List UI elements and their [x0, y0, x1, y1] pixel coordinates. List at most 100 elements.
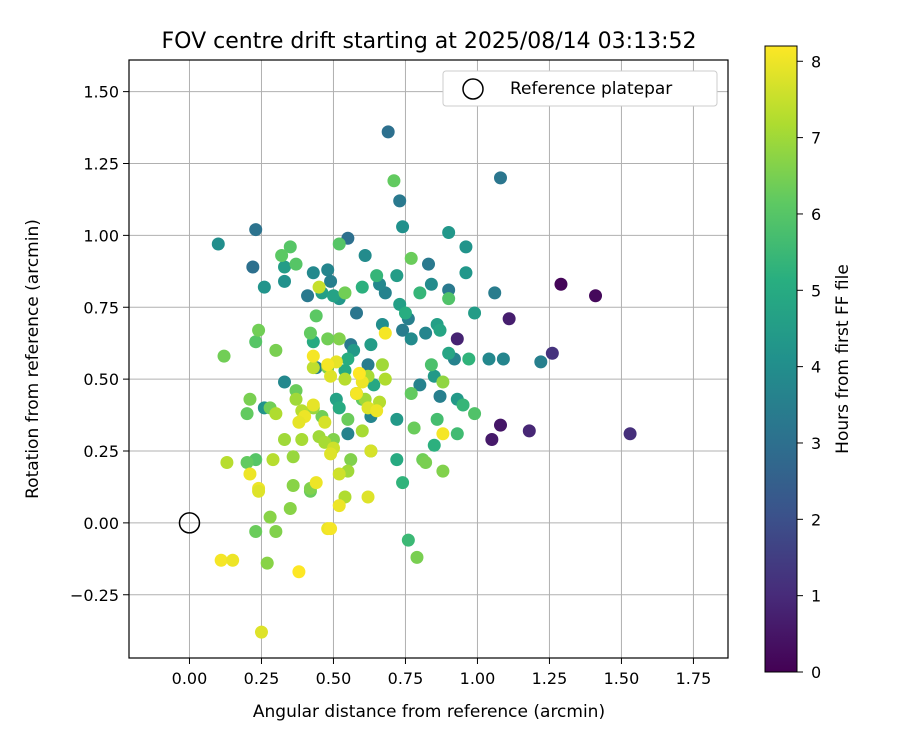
data-point	[214, 553, 228, 567]
data-point	[493, 171, 507, 185]
data-point	[413, 286, 427, 300]
data-point	[430, 412, 444, 426]
data-point	[240, 456, 254, 469]
data-point	[424, 277, 438, 291]
data-point	[424, 358, 438, 372]
data-point	[269, 407, 283, 421]
data-point	[390, 453, 404, 467]
data-point	[324, 522, 338, 536]
data-point	[398, 306, 412, 320]
chart-title: FOV centre drift starting at 2025/08/14 …	[162, 29, 697, 54]
data-point	[450, 332, 464, 346]
y-tick-label: 0.25	[83, 442, 119, 461]
x-tick-label: 0.50	[316, 669, 352, 688]
colorbar-tick-label: 4	[811, 358, 821, 377]
y-tick-label: 0.75	[83, 298, 119, 317]
data-point	[249, 335, 263, 349]
data-point	[252, 484, 266, 498]
data-point	[269, 343, 283, 357]
data-point	[364, 444, 378, 458]
data-point	[442, 346, 456, 360]
data-point	[332, 332, 346, 346]
data-point	[341, 352, 355, 366]
colorbar-tick-label: 7	[811, 129, 821, 148]
data-point	[341, 412, 355, 426]
data-point	[493, 418, 507, 432]
colorbar-tick-label: 1	[811, 587, 821, 606]
data-point	[275, 249, 289, 262]
y-axis-ticks: −0.25 0.00 0.25 0.50 0.75 1.00 1.25 1.50	[70, 83, 129, 605]
data-point	[350, 387, 364, 400]
colorbar-tick-label: 5	[811, 281, 821, 300]
data-point	[254, 625, 268, 639]
data-point	[482, 352, 496, 366]
y-tick-label: 0.50	[83, 370, 119, 389]
data-point	[419, 456, 433, 469]
data-point	[436, 427, 450, 441]
y-tick-label: −0.25	[70, 586, 119, 605]
data-point	[332, 237, 346, 251]
data-point	[309, 309, 323, 323]
data-point	[422, 257, 435, 271]
data-point	[326, 289, 340, 303]
data-point	[468, 407, 482, 421]
plot-frame	[128, 59, 729, 659]
data-point	[361, 358, 375, 372]
legend: Reference platepar	[442, 70, 718, 107]
data-point	[217, 349, 231, 363]
x-tick-label: 0.75	[388, 669, 424, 688]
data-point	[442, 226, 456, 239]
data-point	[332, 499, 346, 513]
colorbar-label: Hours from first FF file	[833, 264, 853, 454]
data-point	[522, 424, 536, 438]
data-point	[370, 269, 384, 283]
data-point	[283, 502, 297, 515]
data-point	[249, 223, 263, 237]
data-point	[338, 286, 352, 300]
data-point	[375, 358, 389, 372]
data-point	[303, 326, 317, 340]
data-point	[338, 372, 352, 386]
data-point	[485, 433, 499, 446]
y-tick-label: 0.00	[83, 514, 119, 533]
data-point	[283, 240, 297, 254]
data-point	[301, 289, 315, 303]
data-point	[243, 467, 257, 481]
data-point	[387, 174, 401, 188]
colorbar-tick-label: 0	[811, 663, 821, 682]
data-point	[390, 412, 404, 426]
data-point	[459, 266, 473, 280]
data-point	[309, 476, 323, 490]
data-point	[358, 249, 372, 262]
data-point	[355, 424, 369, 438]
colorbar-ticks: 0 1 2 3 4 5 6 7 8	[797, 52, 821, 682]
data-point	[350, 306, 364, 320]
colorbar-tick-label: 2	[811, 510, 821, 529]
data-point	[456, 398, 470, 412]
data-point	[321, 263, 335, 277]
x-tick-label: 1.25	[532, 669, 568, 688]
data-point	[419, 326, 433, 340]
data-point	[278, 260, 292, 274]
data-point	[459, 240, 473, 254]
data-point	[496, 352, 510, 366]
data-point	[488, 286, 502, 300]
data-point	[292, 415, 306, 429]
data-point	[436, 375, 450, 389]
data-point	[396, 220, 410, 234]
data-point	[404, 251, 418, 265]
data-point	[433, 389, 447, 403]
data-point	[378, 372, 392, 386]
data-point	[545, 346, 559, 360]
data-point	[332, 467, 346, 481]
data-point	[450, 427, 464, 441]
data-point	[364, 338, 378, 352]
data-point	[554, 277, 568, 291]
data-point	[292, 565, 306, 579]
data-point	[266, 453, 280, 467]
data-point	[332, 401, 346, 415]
data-point	[278, 274, 292, 288]
data-point	[390, 269, 404, 283]
data-point	[410, 550, 424, 564]
data-point	[341, 427, 355, 441]
